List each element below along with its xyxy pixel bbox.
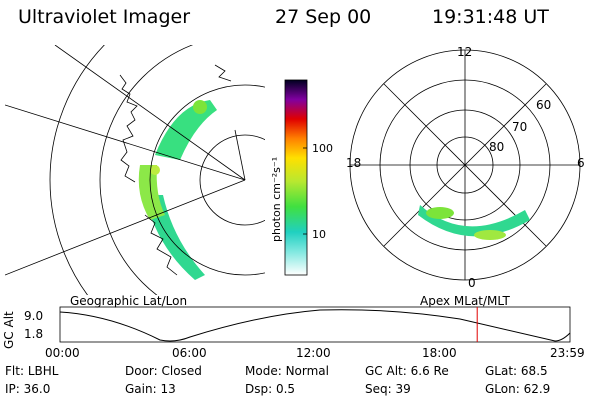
altitude-curve [59, 309, 571, 342]
alt-ytick-1-8: 1.8 [24, 327, 44, 341]
status-gain: Gain: 13 [125, 382, 176, 396]
alt-xtick-0600: 06:00 [172, 346, 207, 360]
status-dsp: Dsp: 0.5 [245, 382, 296, 396]
geographic-label: Geographic Lat/Lon [70, 294, 188, 308]
mlat-label-80: 80 [489, 140, 505, 154]
lon-lines [5, 45, 246, 276]
mlt-label-6: 6 [577, 156, 585, 170]
colorbar-tick-100: 100 [312, 142, 333, 155]
altitude-plot [59, 306, 571, 343]
status-seq: Seq: 39 [365, 382, 411, 396]
alt-ytick-9: 9.0 [24, 309, 44, 323]
alt-xtick-0000: 00:00 [45, 346, 80, 360]
status-door: Door: Closed [125, 364, 202, 378]
status-mode: Mode: Normal [245, 364, 329, 378]
status-ip: IP: 36.0 [5, 382, 51, 396]
alt-xtick-1800: 18:00 [422, 346, 457, 360]
colorbar-tick-10: 10 [312, 228, 326, 241]
alt-xtick-2359: 23:59 [550, 346, 585, 360]
mlt-label-18: 18 [346, 156, 362, 170]
alt-ylabel: GC Alt [2, 311, 16, 349]
geographic-image [5, 45, 265, 295]
colorbar-scale [284, 79, 308, 276]
mlt-label-12: 12 [457, 45, 473, 59]
status-gc-alt: GC Alt: 6.6 Re [365, 364, 449, 378]
polar-plot [349, 49, 581, 281]
colorbar-unit-label: photon cm⁻²s⁻¹ [270, 156, 283, 242]
instrument-title: Ultraviolet Imager [18, 6, 191, 28]
alt-xtick-1200: 12:00 [296, 346, 331, 360]
lat-circles [49, 45, 265, 295]
apex-label: Apex MLat/MLT [420, 294, 510, 308]
status-glat: GLat: 68.5 [485, 364, 548, 378]
polar-aurora [418, 205, 530, 240]
status-flt: Flt: LBHL [5, 364, 59, 378]
mlat-label-60: 60 [536, 98, 552, 112]
coastlines [119, 64, 232, 276]
status-glon: GLon: 62.9 [485, 382, 551, 396]
mlt-label-0: 0 [468, 276, 476, 290]
time-label: 19:31:48 UT [432, 6, 549, 28]
mlat-label-70: 70 [512, 120, 528, 134]
colorbar [284, 79, 308, 276]
aurora-emission [138, 100, 217, 280]
date-label: 27 Sep 00 [275, 6, 372, 28]
